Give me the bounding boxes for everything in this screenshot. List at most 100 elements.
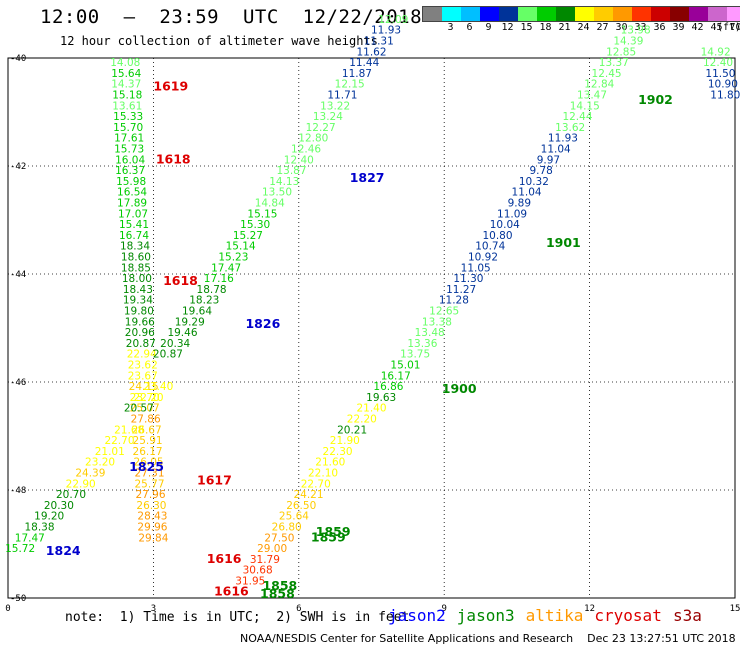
swh-value: 10.90: [708, 79, 738, 91]
swh-value: 12.84: [584, 79, 614, 91]
swh-value: 11.28: [439, 295, 469, 307]
swh-value: 17.89: [117, 198, 147, 210]
swh-value: 16.54: [117, 187, 147, 199]
scale-label: 15: [520, 22, 533, 33]
scale-label: 42: [691, 22, 704, 33]
pass-time-label: 1900: [442, 381, 477, 396]
x-tick-label: 9: [441, 604, 446, 614]
scale-swatch: [537, 7, 556, 21]
swh-value: 11.71: [327, 90, 357, 102]
legend-jason2: jason2: [388, 606, 446, 625]
swh-value: 12.40: [284, 154, 314, 166]
swh-value: 13.47: [577, 90, 607, 102]
scale-swatch: [613, 7, 632, 21]
swh-value: 24.39: [75, 468, 105, 480]
swh-value: 11.30: [453, 273, 483, 285]
swh-value: 30.68: [243, 565, 273, 577]
swh-value: 13.24: [313, 111, 343, 123]
swh-value: 17.61: [114, 133, 144, 145]
scale-label: 30: [615, 22, 628, 33]
swh-value: 27.96: [135, 489, 165, 501]
swh-value: 23.67: [128, 370, 158, 382]
swh-value: 31.79: [250, 554, 280, 566]
swh-value: 13.38: [422, 316, 452, 328]
scale-swatch: [556, 7, 575, 21]
scale-swatch: [708, 7, 727, 21]
swh-value: 11.50: [705, 68, 735, 80]
color-scale-bar: [422, 6, 740, 22]
swh-value: 26.50: [286, 500, 316, 512]
scale-swatch: [518, 7, 537, 21]
swh-value: 22.20: [347, 414, 377, 426]
legend-cryosat: cryosat: [594, 606, 662, 625]
color-scale-unit: (ft): [717, 22, 740, 33]
swh-value: 15.18: [112, 90, 142, 102]
y-tick-label: -50: [10, 594, 26, 604]
scale-label: 9: [485, 22, 492, 33]
x-tick-label: 3: [151, 604, 156, 614]
x-tick-label: 6: [296, 604, 301, 614]
scale-swatch: [499, 7, 518, 21]
pass-time-label: 1825: [129, 459, 164, 474]
scale-label: 45: [710, 22, 723, 33]
swh-value: 13.50: [262, 187, 292, 199]
scale-label: 21: [558, 22, 571, 33]
legend-s3a: s3a: [673, 606, 702, 625]
swh-value: 18.00: [122, 273, 152, 285]
pass-time-label: 1618: [156, 151, 191, 166]
swh-value: 20.57: [124, 403, 154, 415]
swh-value: 28.43: [137, 511, 167, 523]
swh-value: 23.62: [128, 360, 158, 372]
swh-value: 16.74: [119, 230, 149, 242]
swh-value: 18.23: [189, 295, 219, 307]
swh-value: 21.68: [114, 424, 144, 436]
swh-value: 20.34: [160, 338, 190, 350]
pass-time-label: 1859: [311, 529, 346, 544]
scale-swatch: [575, 7, 594, 21]
swh-value: 18.85: [121, 262, 151, 274]
swh-value: 16.86: [373, 381, 403, 393]
swh-value: 23.20: [85, 457, 115, 469]
swh-value: 12.40: [703, 57, 733, 69]
swh-value: 18.60: [121, 252, 151, 264]
swh-value: 19.29: [175, 316, 205, 328]
swh-value: 13.98: [621, 25, 651, 37]
scale-label: 39: [672, 22, 685, 33]
swh-value: 15.15: [247, 208, 277, 220]
plot-frame: [7, 57, 736, 599]
scale-swatch: [670, 7, 689, 21]
swh-value: 15.27: [233, 230, 263, 242]
swh-value: 15.98: [116, 176, 146, 188]
swh-value: 25.91: [133, 435, 163, 447]
swh-value: 14.37: [111, 79, 141, 91]
swh-value: 13.87: [276, 165, 306, 177]
pass-time-label: 1902: [638, 92, 673, 107]
swh-value: 25.07: [130, 403, 160, 415]
swh-value: 15.30: [240, 219, 270, 231]
scale-swatch: [423, 7, 442, 21]
swh-value: 19.66: [125, 316, 155, 328]
swh-value: 20.87: [126, 338, 156, 350]
pass-time-label: 1617: [197, 473, 232, 488]
swh-value: 20.70: [56, 489, 86, 501]
swh-value: 26.30: [136, 500, 166, 512]
swh-value: 19.63: [366, 392, 396, 404]
swh-value: 27.31: [134, 468, 164, 480]
footer-note: note: 1) Time is in UTC; 2) SWH is in fe…: [65, 610, 410, 625]
swh-value: 11.62: [356, 46, 386, 58]
scale-swatch: [461, 7, 480, 21]
swh-value: 13.48: [415, 327, 445, 339]
swh-value: 12.65: [429, 306, 459, 318]
swh-value: 16.37: [115, 165, 145, 177]
x-tick-label: 12: [584, 604, 595, 614]
swh-value: 16.04: [115, 154, 145, 166]
swh-value: 11.04: [512, 187, 542, 199]
swh-value: 20.87: [153, 349, 183, 361]
pass-time-label: 1901: [546, 235, 581, 250]
swh-value: 13.22: [320, 100, 350, 112]
scale-label: 18: [539, 22, 552, 33]
swh-value: 22.70: [104, 435, 134, 447]
pass-time-label: 1859: [316, 524, 351, 539]
scale-swatch: [651, 7, 670, 21]
